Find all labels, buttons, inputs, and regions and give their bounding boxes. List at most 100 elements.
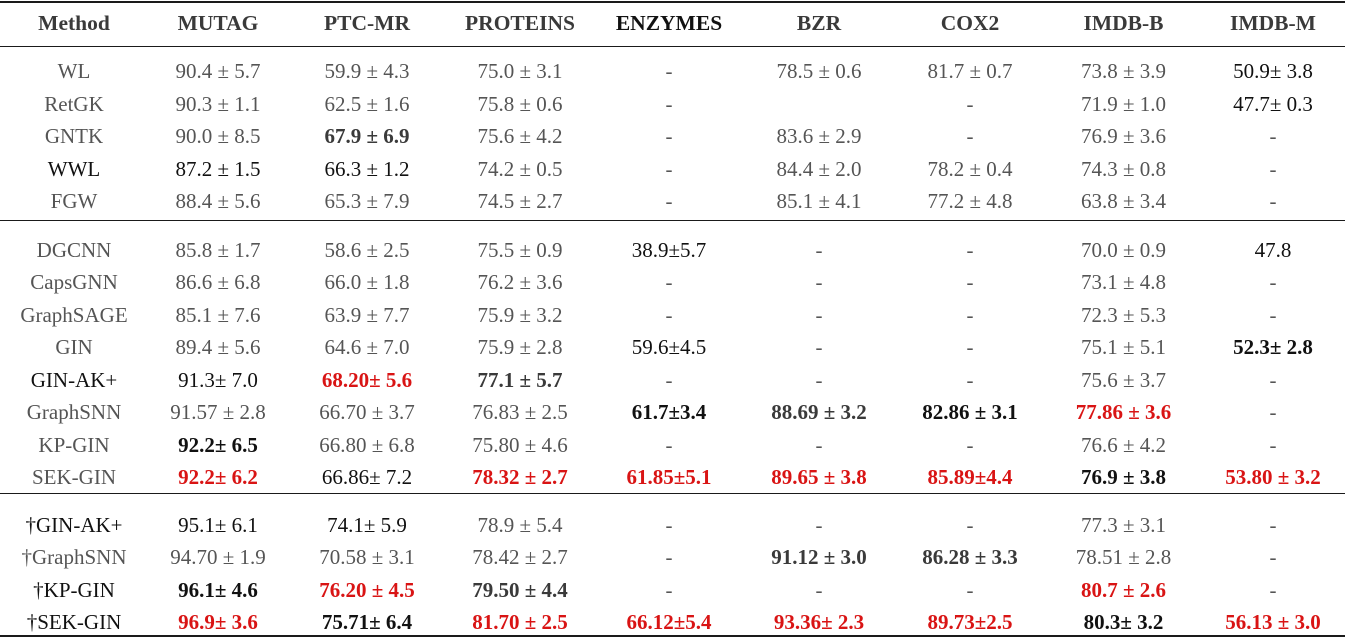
- result-cell: 50.9± 3.8: [1233, 59, 1313, 83]
- result-cell: 81.7 ± 0.7: [927, 59, 1013, 83]
- table-row: CapsGNN 86.6 ± 6.8 66.0 ± 1.8 76.2 ± 3.6 - - -…: [0, 266, 1345, 299]
- table-row: †GIN-AK+ 95.1± 6.1 74.1± 5.9 78.9 ± 5.4 - - - 7…: [0, 509, 1345, 542]
- result-cell: 89.73±2.5: [927, 610, 1013, 634]
- result-cell: -: [815, 237, 823, 262]
- method-name-cell: †SEK-GIN: [26, 610, 122, 634]
- result-cell: -: [815, 432, 823, 457]
- result-cell: 76.83 ± 2.5: [472, 400, 568, 424]
- section-spacer: [0, 46, 1345, 55]
- table-row: FGW 88.4 ± 5.6 65.3 ± 7.9 74.5 ± 2.7 - 85.1 ±…: [0, 185, 1345, 218]
- table-row: †SEK-GIN 96.9± 3.6 75.71± 6.4 81.70 ± 2.5 66…: [0, 606, 1345, 639]
- result-cell: -: [665, 367, 673, 392]
- result-cell: 93.36± 2.3: [773, 610, 865, 634]
- result-cell: 90.0 ± 8.5: [175, 124, 261, 148]
- result-cell: 81.70 ± 2.5: [472, 610, 568, 634]
- section-spacer: [0, 494, 1345, 503]
- result-cell: 66.70 ± 3.7: [319, 400, 415, 424]
- result-cell: -: [665, 432, 673, 457]
- result-cell: -: [1269, 545, 1277, 569]
- result-cell: -: [1269, 124, 1277, 148]
- result-cell: 76.9 ± 3.6: [1080, 124, 1167, 148]
- result-cell: -: [966, 367, 974, 392]
- result-cell: 92.2± 6.5: [178, 432, 258, 457]
- result-cell: 78.51 ± 2.8: [1075, 545, 1172, 569]
- column-header-cox2: COX2: [940, 11, 1000, 35]
- result-cell: 75.0 ± 3.1: [477, 59, 563, 83]
- method-name-cell: GraphSNN: [26, 400, 122, 424]
- method-name-cell: †KP-GIN: [33, 577, 115, 602]
- method-name-cell: FGW: [50, 189, 98, 213]
- result-cell: -: [966, 302, 974, 327]
- result-cell: 96.9± 3.6: [178, 610, 258, 634]
- result-cell: 96.1± 4.6: [178, 577, 258, 602]
- result-cell: 91.57 ± 2.8: [170, 400, 266, 424]
- result-cell: 65.3 ± 7.9: [324, 189, 410, 213]
- result-cell: -: [665, 91, 673, 116]
- method-name-cell: †GraphSNN: [21, 545, 127, 569]
- result-cell: -: [815, 512, 823, 537]
- result-cell: -: [815, 270, 823, 294]
- result-cell: 66.3 ± 1.2: [324, 156, 410, 181]
- table-row: GraphSNN 91.57 ± 2.8 66.70 ± 3.7 76.83 ± 2.…: [0, 396, 1345, 429]
- result-cell: 75.1 ± 5.1: [1080, 335, 1167, 359]
- table-row: DGCNN 85.8 ± 1.7 58.6 ± 2.5 75.5 ± 0.9 38.9±…: [0, 234, 1345, 267]
- result-cell: 85.89±4.4: [927, 465, 1013, 489]
- result-cell: 68.20± 5.6: [321, 367, 413, 392]
- result-cell: 38.9±5.7: [631, 237, 707, 262]
- result-cell: 73.8 ± 3.9: [1080, 59, 1167, 83]
- result-cell: 59.9 ± 4.3: [324, 59, 410, 83]
- result-cell: -: [665, 512, 673, 537]
- result-cell: 71.9 ± 1.0: [1080, 91, 1167, 116]
- result-cell: -: [1269, 156, 1277, 181]
- method-name-cell: DGCNN: [36, 237, 112, 262]
- result-cell: 85.1 ± 4.1: [776, 189, 862, 213]
- column-header-imdb-b: IMDB-B: [1083, 11, 1164, 35]
- section-spacer: [0, 218, 1345, 228]
- result-cell: 59.6±4.5: [631, 335, 707, 359]
- result-cell: 74.2 ± 0.5: [477, 156, 563, 181]
- result-cell: 87.2 ± 1.5: [175, 156, 261, 181]
- method-name-cell: CapsGNN: [30, 270, 118, 294]
- result-cell: 58.6 ± 2.5: [324, 237, 410, 262]
- table-row: GIN-AK+ 91.3± 7.0 68.20± 5.6 77.1 ± 5.7 - - - 7…: [0, 364, 1345, 397]
- section-rule-2: [0, 493, 1345, 495]
- column-header-ptc-mr: PTC-MR: [324, 11, 410, 35]
- result-cell: 76.9 ± 3.8: [1080, 465, 1167, 489]
- method-name-cell: GIN-AK+: [30, 367, 118, 392]
- result-cell: -: [966, 270, 974, 294]
- result-cell: -: [665, 577, 673, 602]
- result-cell: 80.7 ± 2.6: [1080, 577, 1167, 602]
- table-row: †KP-GIN 96.1± 4.6 76.20 ± 4.5 79.50 ± 4.4 - -…: [0, 574, 1345, 607]
- result-cell: 75.8 ± 0.6: [477, 91, 563, 116]
- header-row: Method MUTAG PTC-MR PROTEINS ENZYMES BZR COX2 I…: [0, 0, 1345, 46]
- result-cell: 73.1 ± 4.8: [1080, 270, 1167, 294]
- result-cell: -: [815, 335, 823, 359]
- result-cell: 76.6 ± 4.2: [1080, 432, 1167, 457]
- result-cell: -: [1269, 189, 1277, 213]
- result-cell: 75.71± 6.4: [321, 610, 413, 634]
- result-cell: -: [1269, 302, 1277, 327]
- result-cell: -: [665, 545, 673, 569]
- result-cell: 91.3± 7.0: [178, 367, 258, 392]
- result-cell: 79.50 ± 4.4: [472, 577, 568, 602]
- result-cell: 78.32 ± 2.7: [472, 465, 568, 489]
- result-cell: -: [1269, 512, 1277, 537]
- result-cell: 52.3± 2.8: [1233, 335, 1313, 359]
- result-cell: 75.6 ± 4.2: [477, 124, 563, 148]
- result-cell: -: [966, 577, 974, 602]
- result-cell: 63.8 ± 3.4: [1080, 189, 1167, 213]
- bottom-rule: [0, 635, 1345, 637]
- result-cell: 61.85±5.1: [626, 465, 712, 489]
- result-cell: 77.3 ± 3.1: [1080, 512, 1167, 537]
- result-cell: 47.7± 0.3: [1233, 91, 1313, 116]
- result-cell: 78.5 ± 0.6: [776, 59, 862, 83]
- top-rule: [0, 1, 1345, 3]
- result-cell: 77.86 ± 3.6: [1075, 400, 1172, 424]
- result-cell: 74.3 ± 0.8: [1080, 156, 1167, 181]
- result-cell: 67.9 ± 6.9: [324, 124, 410, 148]
- result-cell: 94.70 ± 1.9: [170, 545, 266, 569]
- result-cell: -: [1269, 400, 1277, 424]
- method-name-cell: WL: [57, 59, 91, 83]
- column-header-bzr: BZR: [796, 11, 842, 35]
- result-cell: 85.8 ± 1.7: [175, 237, 261, 262]
